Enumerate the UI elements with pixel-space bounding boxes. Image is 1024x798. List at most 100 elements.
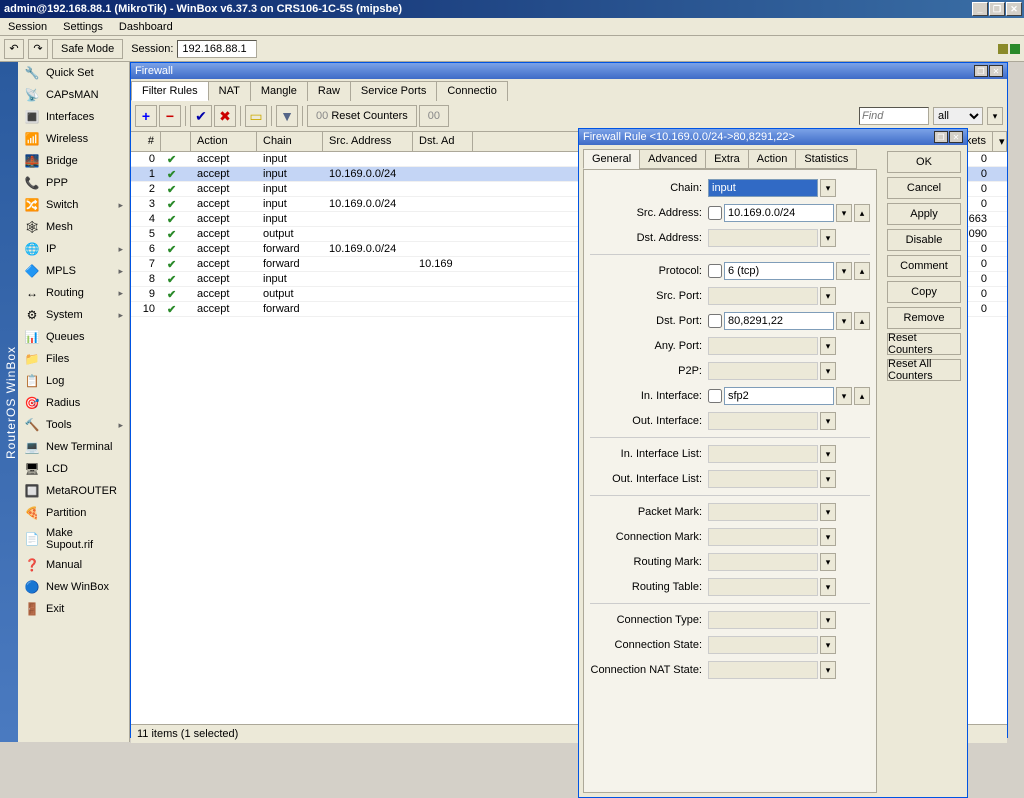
sidebar-item-new-winbox[interactable]: 🔵New WinBox: [18, 576, 129, 598]
up-button[interactable]: ▴: [854, 262, 870, 280]
dropdown-button[interactable]: ▾: [820, 503, 836, 521]
dropdown-button[interactable]: ▾: [820, 470, 836, 488]
col-dst[interactable]: Dst. Ad: [413, 132, 473, 151]
firewall-tab-nat[interactable]: NAT: [208, 81, 251, 101]
up-button[interactable]: ▴: [854, 312, 870, 330]
dropdown-button[interactable]: ▾: [820, 553, 836, 571]
reset-counters-button[interactable]: 00 Reset Counters: [307, 105, 417, 127]
comment-button[interactable]: ▭: [245, 105, 267, 127]
remove-button[interactable]: Remove: [887, 307, 961, 329]
sidebar-item-lcd[interactable]: 🖥LCD: [18, 458, 129, 480]
firewall-tab-raw[interactable]: Raw: [307, 81, 351, 101]
menu-session[interactable]: Session: [0, 19, 55, 35]
up-button[interactable]: ▴: [854, 204, 870, 222]
apply-button[interactable]: Apply: [887, 203, 961, 225]
rule-tab-general[interactable]: General: [583, 149, 640, 169]
col-num[interactable]: #: [131, 132, 161, 151]
close-button[interactable]: ✕: [1006, 2, 1022, 16]
firewall-tab-filter-rules[interactable]: Filter Rules: [131, 81, 209, 101]
filter-button[interactable]: ▼: [276, 105, 298, 127]
field-input[interactable]: [724, 387, 834, 405]
dropdown-button[interactable]: ▾: [820, 287, 836, 305]
sidebar-item-capsman[interactable]: 📡CAPsMAN: [18, 84, 129, 106]
invert-checkbox[interactable]: [708, 264, 722, 278]
rule-tab-extra[interactable]: Extra: [705, 149, 749, 169]
sidebar-item-make-supout.rif[interactable]: 📄Make Supout.rif: [18, 524, 129, 554]
undo-button[interactable]: ↶: [4, 39, 24, 59]
dropdown-button[interactable]: ▾: [836, 387, 852, 405]
field-input[interactable]: [708, 470, 818, 488]
field-input[interactable]: [724, 312, 834, 330]
minimize-button[interactable]: _: [972, 2, 988, 16]
sidebar-item-mesh[interactable]: 🕸Mesh: [18, 216, 129, 238]
safe-mode-button[interactable]: Safe Mode: [52, 39, 123, 59]
field-input[interactable]: [708, 179, 818, 197]
sidebar-item-system[interactable]: ⚙System▸: [18, 304, 129, 326]
dropdown-button[interactable]: ▾: [820, 179, 836, 197]
invert-checkbox[interactable]: [708, 206, 722, 220]
sidebar-item-radius[interactable]: 🎯Radius: [18, 392, 129, 414]
dropdown-button[interactable]: ▾: [836, 262, 852, 280]
sidebar-item-queues[interactable]: 📊Queues: [18, 326, 129, 348]
field-input[interactable]: [708, 636, 818, 654]
filter-dropdown-button[interactable]: ▾: [987, 107, 1003, 125]
rule-tab-statistics[interactable]: Statistics: [795, 149, 857, 169]
rule-restore-button[interactable]: ❐: [934, 131, 948, 143]
field-input[interactable]: [708, 661, 818, 679]
dropdown-button[interactable]: ▾: [820, 661, 836, 679]
firewall-restore-button[interactable]: ❐: [974, 65, 988, 77]
sidebar-item-ppp[interactable]: 📞PPP: [18, 172, 129, 194]
sidebar-item-mpls[interactable]: 🔷MPLS▸: [18, 260, 129, 282]
disable-button[interactable]: ✖: [214, 105, 236, 127]
enable-button[interactable]: ✔: [190, 105, 212, 127]
field-input[interactable]: [708, 528, 818, 546]
sidebar-item-quick-set[interactable]: 🔧Quick Set: [18, 62, 129, 84]
maximize-button[interactable]: ❐: [989, 2, 1005, 16]
firewall-tab-connectio[interactable]: Connectio: [436, 81, 508, 101]
field-input[interactable]: [708, 611, 818, 629]
sidebar-item-log[interactable]: 📋Log: [18, 370, 129, 392]
col-action[interactable]: Action: [191, 132, 257, 151]
field-input[interactable]: [708, 503, 818, 521]
invert-checkbox[interactable]: [708, 314, 722, 328]
firewall-tab-mangle[interactable]: Mangle: [250, 81, 308, 101]
menu-dashboard[interactable]: Dashboard: [111, 19, 181, 35]
sidebar-item-interfaces[interactable]: 🔳Interfaces: [18, 106, 129, 128]
col-src[interactable]: Src. Address: [323, 132, 413, 151]
dropdown-button[interactable]: ▾: [820, 445, 836, 463]
dropdown-button[interactable]: ▾: [820, 578, 836, 596]
comment-button[interactable]: Comment: [887, 255, 961, 277]
field-input[interactable]: [708, 553, 818, 571]
disable-button[interactable]: Disable: [887, 229, 961, 251]
col-chain[interactable]: Chain: [257, 132, 323, 151]
dropdown-button[interactable]: ▾: [820, 611, 836, 629]
field-input[interactable]: [708, 362, 818, 380]
up-button[interactable]: ▴: [854, 387, 870, 405]
col-icon[interactable]: [161, 132, 191, 151]
copy-button[interactable]: Copy: [887, 281, 961, 303]
sidebar-item-switch[interactable]: 🔀Switch▸: [18, 194, 129, 216]
menu-settings[interactable]: Settings: [55, 19, 111, 35]
dropdown-button[interactable]: ▾: [820, 412, 836, 430]
reset-all-counters-button[interactable]: 00: [419, 105, 449, 127]
field-input[interactable]: [724, 262, 834, 280]
field-input[interactable]: [724, 204, 834, 222]
cancel-button[interactable]: Cancel: [887, 177, 961, 199]
sidebar-item-tools[interactable]: 🔨Tools▸: [18, 414, 129, 436]
dropdown-button[interactable]: ▾: [820, 229, 836, 247]
dropdown-button[interactable]: ▾: [820, 528, 836, 546]
field-input[interactable]: [708, 337, 818, 355]
sidebar-item-ip[interactable]: 🌐IP▸: [18, 238, 129, 260]
ok-button[interactable]: OK: [887, 151, 961, 173]
field-input[interactable]: [708, 412, 818, 430]
firewall-close-button[interactable]: ✕: [989, 65, 1003, 77]
filter-select[interactable]: all: [933, 107, 983, 125]
remove-button[interactable]: −: [159, 105, 181, 127]
col-menu[interactable]: ▾: [993, 132, 1007, 151]
rule-close-button[interactable]: ✕: [949, 131, 963, 143]
sidebar-item-bridge[interactable]: 🌉Bridge: [18, 150, 129, 172]
invert-checkbox[interactable]: [708, 389, 722, 403]
sidebar-item-new-terminal[interactable]: 💻New Terminal: [18, 436, 129, 458]
field-input[interactable]: [708, 229, 818, 247]
dropdown-button[interactable]: ▾: [820, 337, 836, 355]
